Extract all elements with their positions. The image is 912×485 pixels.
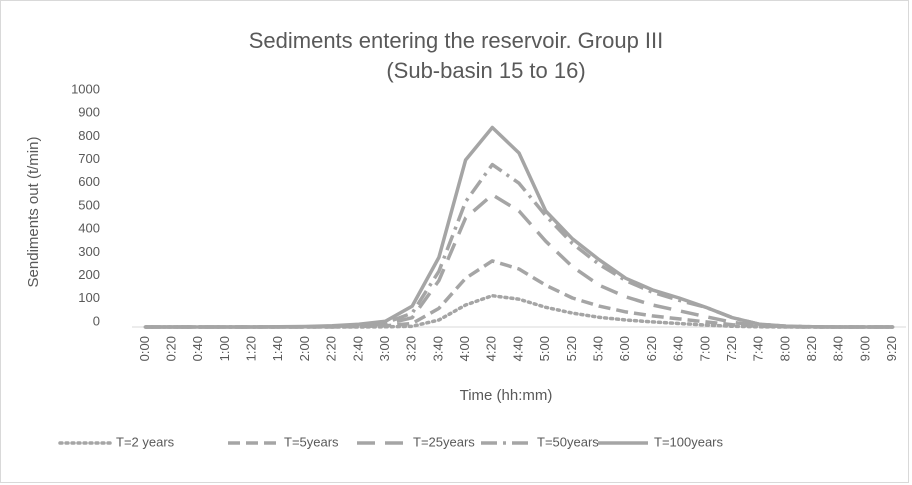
y-tick-label: 500 [78,197,100,212]
chart-title: Sediments entering the reservoir. Group … [249,28,664,53]
x-tick-label: 1:40 [270,336,285,361]
x-tick-label: 5:00 [537,336,552,361]
y-tick-label: 0 [93,313,100,328]
legend-label: T=100years [654,434,724,449]
x-tick-label: 2:20 [324,336,339,361]
legend-label: T=5years [284,434,339,449]
y-tick-label: 600 [78,174,100,189]
x-tick-label: 4:40 [510,336,525,361]
y-tick-label: 400 [78,221,100,236]
legend-label: T=2 years [116,434,175,449]
x-tick-label: 5:20 [564,336,579,361]
series-line [145,125,893,329]
y-tick-label: 700 [78,151,100,166]
x-tick-label: 3:20 [404,336,419,361]
x-tick-label: 4:20 [484,336,499,361]
x-axis-title: Time (hh:mm) [460,387,553,404]
x-tick-label: 9:00 [857,336,872,361]
x-tick-label: 6:40 [671,336,686,361]
x-tick-label: 8:40 [831,336,846,361]
x-tick-label: 0:20 [163,336,178,361]
x-tick-label: 1:00 [217,336,232,361]
y-axis-title: Sendiments out (t/min) [25,137,42,288]
y-tick-label: 1000 [71,81,100,96]
x-tick-label: 7:20 [724,336,739,361]
y-tick-label: 100 [78,290,100,305]
x-tick-label: 9:20 [884,336,899,361]
legend-label: T=50years [537,434,599,449]
x-tick-label: 2:00 [297,336,312,361]
x-tick-label: 3:00 [377,336,392,361]
x-tick-label: 4:00 [457,336,472,361]
x-tick-label: 3:40 [430,336,445,361]
x-tick-label: 0:40 [190,336,205,361]
y-tick-label: 300 [78,244,100,259]
y-tick-label: 900 [78,105,100,120]
x-tick-label: 8:00 [777,336,792,361]
chart-title: (Sub-basin 15 to 16) [386,58,585,83]
x-tick-label: 1:20 [244,336,259,361]
x-tick-label: 5:40 [591,336,606,361]
y-tick-label: 200 [78,267,100,282]
x-tick-label: 7:40 [751,336,766,361]
x-tick-label: 6:20 [644,336,659,361]
x-tick-label: 0:00 [137,336,152,361]
x-tick-label: 8:20 [804,336,819,361]
x-tick-label: 6:00 [617,336,632,361]
x-tick-label: 7:00 [697,336,712,361]
y-tick-label: 800 [78,128,100,143]
x-tick-label: 2:40 [350,336,365,361]
legend-label: T=25years [413,434,475,449]
